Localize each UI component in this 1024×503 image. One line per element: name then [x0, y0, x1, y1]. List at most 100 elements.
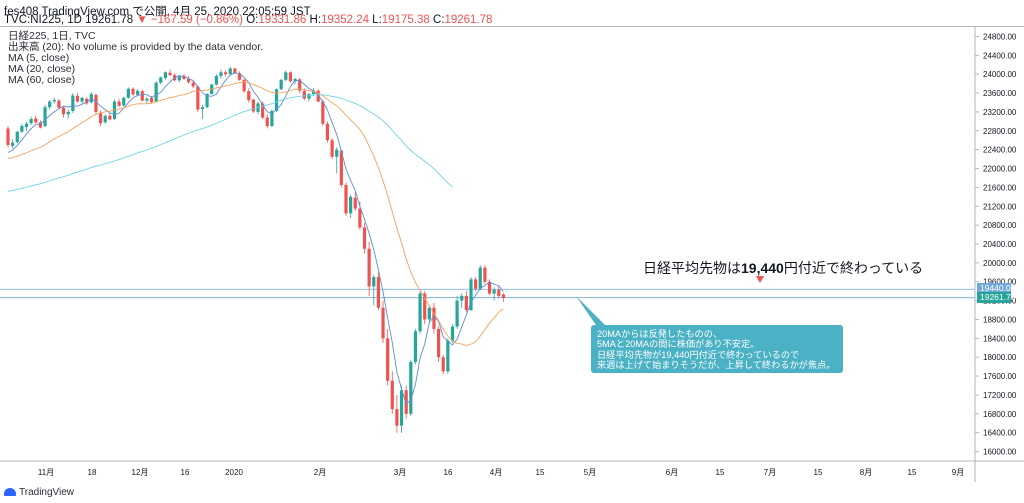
price-tick-label: 22800.00 — [983, 127, 1017, 136]
price-tick-label: 22000.00 — [983, 165, 1017, 174]
candle-body — [372, 277, 376, 287]
candle-body — [126, 88, 130, 98]
candle-body — [270, 110, 274, 127]
price-tick-label: 16400.00 — [983, 429, 1017, 438]
candle-body — [219, 72, 223, 77]
chart-area[interactable]: 16000.00 16400.00 16800.00 17200.00 17600.00… — [0, 26, 1024, 482]
candle-body — [279, 79, 283, 90]
legend-symbol[interactable]: 日経225, 1日, TVC — [8, 30, 96, 42]
futures-price-tag: 19440.00 — [977, 283, 1015, 295]
candle-body — [136, 90, 140, 95]
candle-body — [140, 91, 144, 101]
time-tick-label: 15 — [716, 468, 725, 477]
price-tick-label: 18800.00 — [983, 315, 1017, 324]
candle-body — [381, 307, 385, 339]
price-tick-label: 24400.00 — [983, 51, 1017, 60]
candle-body — [311, 90, 316, 94]
close-value: 19261.78 — [444, 14, 493, 26]
candle-body — [399, 390, 404, 426]
candle-body — [94, 94, 98, 112]
time-tick-label: 9月 — [952, 468, 964, 477]
price-tick-label: 20000.00 — [983, 259, 1017, 268]
candle-body — [432, 307, 436, 329]
symbol-last: TVC:NI225, 1D 19261.78 — [4, 14, 137, 26]
high-value: 19352.24 — [321, 14, 369, 26]
candle-body — [413, 331, 418, 362]
time-tick-label: 7月 — [764, 468, 776, 477]
cloud-icon — [4, 488, 16, 497]
candle-body — [205, 93, 209, 108]
time-tick-label: 12月 — [132, 468, 149, 477]
candle-body — [335, 149, 339, 157]
candle-body — [450, 326, 455, 341]
price-tick-label: 20400.00 — [983, 240, 1017, 249]
candle-body — [48, 101, 52, 108]
time-tick-label: 5月 — [584, 468, 596, 477]
callout-line: 20MAからは反発したものの、 — [597, 329, 723, 339]
callout-pointer — [576, 296, 606, 328]
price-tick-label: 16000.00 — [983, 448, 1017, 457]
candle-body — [376, 277, 380, 308]
down-arrow-icon — [756, 276, 764, 283]
ma5-line — [7, 72, 504, 405]
time-tick-label: 3月 — [394, 468, 406, 477]
price-tick-label: 21200.00 — [983, 202, 1017, 211]
candle-body — [395, 409, 399, 426]
price-tick-label: 19600.00 — [983, 278, 1017, 287]
candle-body — [159, 77, 163, 83]
price-tick-label: 18000.00 — [983, 353, 1017, 362]
candle-body — [288, 72, 293, 82]
legend-ma5[interactable]: MA (5, close) — [8, 52, 70, 64]
last-price-tag: 19261.78 — [977, 291, 1015, 303]
candle-body — [38, 122, 43, 128]
legend-volume[interactable]: 出来高 (20): No volume is provided by the d… — [8, 41, 264, 53]
candle-body — [423, 293, 427, 320]
callout-line: 5MAと20MAの間に株価があり不安定。 — [597, 339, 760, 350]
candle-body — [265, 117, 269, 127]
candle-body — [237, 73, 242, 80]
candle-body — [427, 307, 431, 320]
candle-body — [298, 79, 302, 91]
price-tick-label: 17600.00 — [983, 372, 1017, 381]
candle-body — [177, 75, 181, 81]
candle-body — [436, 328, 441, 358]
candle-body — [103, 115, 107, 123]
legend-ma20[interactable]: MA (20, close) — [8, 63, 76, 75]
candle-body — [478, 267, 482, 289]
price-tick-label: 23600.00 — [983, 89, 1017, 98]
price-tick-label: 17200.00 — [983, 391, 1017, 400]
candle-body — [358, 208, 362, 228]
time-tick-label: 18 — [88, 468, 97, 477]
candle-body — [302, 91, 306, 99]
price-tick-label: 23200.00 — [983, 108, 1017, 117]
candle-body — [34, 118, 38, 123]
legend-ma60[interactable]: MA (60, close) — [8, 74, 76, 86]
price-tick-label: 22400.00 — [983, 146, 1017, 155]
tradingview-logo[interactable]: TradingView — [4, 487, 74, 498]
candle-body — [455, 300, 459, 327]
candle-body — [20, 126, 24, 132]
candle-body — [29, 118, 33, 124]
candle-body — [501, 294, 506, 298]
time-tick-label: 2月 — [314, 468, 326, 477]
footer: TradingView — [0, 482, 1024, 503]
time-tick-label: 4月 — [490, 468, 502, 477]
candle-body — [196, 86, 200, 110]
time-tick-label: 16 — [444, 468, 453, 477]
candle-body — [316, 90, 320, 102]
candle-body — [487, 281, 492, 294]
candle-body — [61, 107, 66, 115]
candle-body — [145, 98, 149, 101]
candle-body — [469, 279, 473, 311]
open-value: 19331.86 — [258, 14, 307, 26]
candle-body — [247, 91, 251, 101]
candle-body — [224, 72, 228, 75]
price-chart[interactable]: 16000.00 16400.00 16800.00 17200.00 17600.00… — [0, 27, 1024, 482]
candle-body — [284, 72, 288, 80]
candle-body — [131, 88, 135, 95]
candle-body — [214, 76, 218, 85]
candle-body — [274, 89, 279, 111]
candle-body — [182, 75, 186, 79]
candle-body — [154, 82, 158, 102]
candle-body — [108, 115, 112, 120]
